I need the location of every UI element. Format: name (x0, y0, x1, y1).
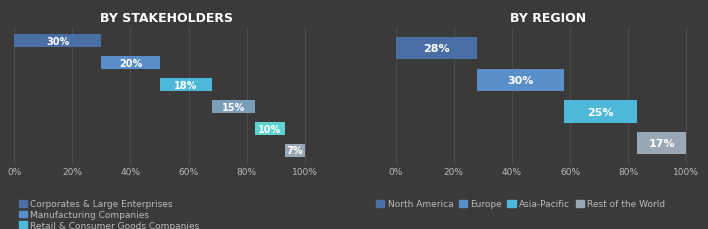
Text: 30%: 30% (46, 37, 69, 46)
Bar (637, 133, 686, 155)
Legend: Corporates & Large Enterprises, Manufacturing Companies, Retail & Consumer Goods: Corporates & Large Enterprises, Manufact… (18, 200, 200, 229)
Text: 28%: 28% (423, 44, 450, 54)
Bar (285, 144, 305, 158)
Bar (396, 38, 477, 60)
Text: 20%: 20% (119, 58, 142, 68)
Text: 25%: 25% (588, 107, 614, 117)
Title: BY REGION: BY REGION (510, 12, 586, 25)
Bar (101, 57, 159, 70)
Bar (14, 35, 101, 48)
Bar (256, 122, 285, 136)
Text: 7%: 7% (287, 146, 303, 156)
Bar (564, 101, 637, 123)
Text: 17%: 17% (649, 139, 675, 149)
Text: 18%: 18% (174, 80, 198, 90)
Text: 15%: 15% (222, 102, 245, 112)
Legend: North America, Europe, Asia-Pacific, Rest of the World: North America, Europe, Asia-Pacific, Res… (376, 200, 666, 209)
Bar (477, 69, 564, 91)
Title: BY STAKEHOLDERS: BY STAKEHOLDERS (101, 12, 233, 25)
Bar (159, 79, 212, 92)
Bar (212, 100, 256, 114)
Text: 30%: 30% (508, 75, 534, 85)
Text: 10%: 10% (258, 124, 282, 134)
